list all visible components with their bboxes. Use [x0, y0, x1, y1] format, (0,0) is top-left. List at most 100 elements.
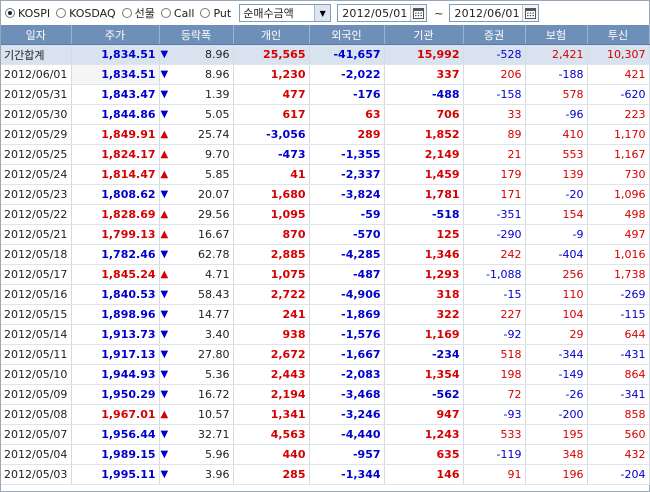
table-row[interactable]: 2012/05/10 1,944.93 ▼ 5.36 2,443 -2,083 1,354 1… — [1, 364, 650, 385]
radio-label: Put — [213, 6, 232, 20]
table-row[interactable]: 2012/05/17 1,845.24 ▲ 4.71 1,075 -487 1,293 -1,… — [1, 264, 650, 285]
column-header-foreign[interactable]: 외국인 — [309, 25, 385, 45]
cell-institution: 146 — [384, 464, 464, 485]
change-value: 29.56 — [198, 208, 230, 221]
triangle-up-icon: ▲ — [160, 208, 169, 220]
column-header-individual[interactable]: 개인 — [233, 25, 310, 45]
table-row[interactable]: 2012/05/07 1,956.44 ▼ 32.71 4,563 -4,440 1,243… — [1, 424, 650, 445]
radio-button[interactable] — [56, 8, 67, 18]
triangle-up-icon: ▲ — [160, 128, 169, 140]
table-row[interactable]: 2012/05/29 1,849.91 ▲ 25.74 -3,056 289 1,852 89… — [1, 124, 650, 145]
cell-institution: 125 — [384, 224, 464, 245]
cell-individual: 870 — [233, 224, 310, 245]
cell-securities: 171 — [463, 184, 526, 205]
change-wrapper: ▲ 10.57 — [160, 408, 230, 421]
cell-securities: 91 — [463, 464, 526, 485]
triangle-down-icon: ▼ — [160, 328, 169, 340]
cell-insurance: 110 — [525, 284, 588, 305]
cell-securities: 198 — [463, 364, 526, 385]
table-row[interactable]: 2012/05/11 1,917.13 ▼ 27.80 2,672 -1,667 -234 5… — [1, 344, 650, 365]
column-header-change[interactable]: 등락폭 — [159, 25, 234, 45]
radio-label: 선물 — [134, 7, 155, 20]
table-row[interactable]: 2012/05/23 1,808.62 ▼ 20.07 1,680 -3,824 1,781… — [1, 184, 650, 205]
calendar-icon[interactable] — [410, 5, 427, 21]
table-row[interactable]: 2012/05/16 1,840.53 ▼ 58.43 2,722 -4,906 318 -1… — [1, 284, 650, 305]
change-wrapper: ▲ 29.56 — [160, 208, 230, 221]
change-value: 1.39 — [205, 88, 230, 101]
cell-insurance: 410 — [525, 124, 588, 145]
cell-institution: 947 — [384, 404, 464, 425]
cell-date: 2012/05/29 — [1, 124, 72, 145]
cell-price: 1,834.51 — [71, 44, 160, 65]
cell-institution: 706 — [384, 104, 464, 125]
triangle-down-icon: ▼ — [160, 248, 169, 260]
date-to-field[interactable]: 2012/06/01 — [449, 4, 540, 22]
table-row[interactable]: 2012/05/30 1,844.86 ▼ 5.05 617 63 706 33 -96 223 — [1, 104, 650, 125]
cell-trust: 1,096 — [587, 184, 650, 205]
table-row[interactable]: 2012/05/15 1,898.96 ▼ 14.77 241 -1,869 322 227 1… — [1, 304, 650, 325]
table-row[interactable]: 2012/05/03 1,995.11 ▼ 3.96 285 -1,344 146 91 196… — [1, 464, 650, 485]
market-radio-kospi[interactable]: KOSPI — [5, 7, 50, 20]
table-row[interactable]: 2012/05/04 1,989.15 ▼ 5.96 440 -957 635 -119 348… — [1, 444, 650, 465]
cell-individual: -473 — [233, 144, 310, 165]
radio-button[interactable] — [200, 8, 211, 18]
table-row[interactable]: 2012/05/08 1,967.01 ▲ 10.57 1,341 -3,246 947 -9… — [1, 404, 650, 425]
cell-change: ▲ 9.70 — [159, 144, 234, 165]
table-row[interactable]: 2012/05/22 1,828.69 ▲ 29.56 1,095 -59 -518 -351… — [1, 204, 650, 225]
cell-securities: 227 — [463, 304, 526, 325]
table-row[interactable]: 2012/05/18 1,782.46 ▼ 62.78 2,885 -4,285 1,346… — [1, 244, 650, 265]
table-row[interactable]: 2012/06/01 1,834.51 ▼ 8.96 1,230 -2,022 337 206… — [1, 64, 650, 85]
change-wrapper: ▲ 9.70 — [160, 148, 230, 161]
column-header-date[interactable]: 일자 — [1, 25, 72, 45]
cell-date: 2012/05/25 — [1, 144, 72, 165]
cell-insurance: -200 — [525, 404, 588, 425]
cell-trust: 1,167 — [587, 144, 650, 165]
triangle-down-icon: ▼ — [160, 308, 169, 320]
triangle-down-icon: ▼ — [160, 428, 169, 440]
radio-button[interactable] — [5, 8, 15, 18]
market-radio-kosdaq[interactable]: KOSDAQ — [56, 7, 116, 20]
summary-row[interactable]: 기간합계 1,834.51 ▼ 8.96 25,565 -41,657 15,992 -528… — [1, 44, 650, 65]
cell-institution: 1,293 — [384, 264, 464, 285]
triangle-down-icon: ▼ — [160, 368, 169, 380]
cell-foreign: -59 — [309, 204, 385, 225]
column-header-trust[interactable]: 투신 — [587, 25, 650, 45]
radio-button[interactable] — [121, 8, 132, 18]
date-from-field[interactable]: 2012/05/01 — [337, 4, 428, 22]
column-header-insurance[interactable]: 보험 — [525, 25, 588, 45]
column-header-institution[interactable]: 기관 — [384, 25, 464, 45]
radio-label: Call — [173, 6, 195, 20]
cell-price: 1,782.46 — [71, 244, 160, 265]
cell-trust: 498 — [587, 204, 650, 225]
cell-insurance: -404 — [525, 244, 588, 265]
change-wrapper: ▼ 5.36 — [160, 368, 230, 381]
table-row[interactable]: 2012/05/14 1,913.73 ▼ 3.40 938 -1,576 1,169 -92… — [1, 324, 650, 345]
cell-date: 2012/05/10 — [1, 364, 72, 385]
cell-trust: 1,016 — [587, 244, 650, 265]
investor-trading-table: 일자 주가 등락폭 개인 외국인 기관 증권 보험 투신 기간합계 1,834.5… — [1, 25, 650, 485]
market-radio-call[interactable]: Call — [160, 6, 195, 20]
cell-individual: 2,885 — [233, 244, 310, 265]
cell-institution: 337 — [384, 64, 464, 85]
column-header-price[interactable]: 주가 — [71, 25, 160, 45]
triangle-down-icon: ▼ — [160, 48, 169, 60]
chevron-down-icon[interactable]: ▼ — [314, 5, 331, 21]
table-row[interactable]: 2012/05/25 1,824.17 ▲ 9.70 -473 -1,355 2,149 21… — [1, 144, 650, 165]
radio-button[interactable] — [160, 8, 171, 18]
table-row[interactable]: 2012/05/24 1,814.47 ▲ 5.85 41 -2,337 1,459 179 1… — [1, 164, 650, 185]
cell-insurance: 196 — [525, 464, 588, 485]
table-row[interactable]: 2012/05/31 1,843.47 ▼ 1.39 477 -176 -488 -158 57… — [1, 84, 650, 105]
market-radio-futures[interactable]: 선물 — [121, 5, 155, 21]
calendar-icon[interactable] — [522, 5, 539, 21]
cell-change: ▲ 4.71 — [159, 264, 234, 285]
change-value: 20.07 — [198, 188, 230, 201]
cell-change: ▼ 8.96 — [159, 64, 234, 85]
column-header-securities[interactable]: 증권 — [463, 25, 526, 45]
market-radio-put[interactable]: Put — [200, 7, 231, 20]
toolbar: KOSPI KOSDAQ 선물 Call Put 순매수금액 ▼ 2012/05… — [1, 1, 649, 25]
cell-change: ▼ 8.96 — [159, 44, 234, 65]
table-row[interactable]: 2012/05/09 1,950.29 ▼ 16.72 2,194 -3,468 -562 7… — [1, 384, 650, 405]
table-row[interactable]: 2012/05/21 1,799.13 ▲ 16.67 870 -570 125 -290 -9… — [1, 224, 650, 245]
mode-select[interactable]: 순매수금액 ▼ — [239, 4, 332, 22]
cell-insurance: 578 — [525, 84, 588, 105]
